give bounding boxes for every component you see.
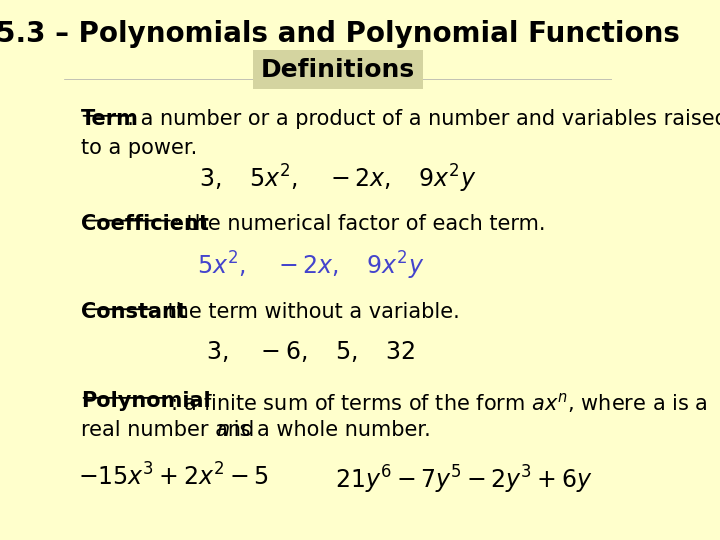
Text: Coefficient: Coefficient: [81, 214, 209, 234]
Text: Polynomial: Polynomial: [81, 391, 210, 411]
Text: : a number or a product of a number and variables raised: : a number or a product of a number and …: [127, 109, 720, 129]
Text: $3,\quad 5x^2,\quad -2x,\quad 9x^2y$: $3,\quad 5x^2,\quad -2x,\quad 9x^2y$: [199, 163, 477, 195]
Text: Term: Term: [81, 109, 139, 129]
Text: $n$: $n$: [216, 421, 230, 441]
Text: Definitions: Definitions: [261, 58, 415, 82]
Text: : the numerical factor of each term.: : the numerical factor of each term.: [173, 214, 545, 234]
Text: $3,\quad -6,\quad 5,\quad 32$: $3,\quad -6,\quad 5,\quad 32$: [206, 339, 415, 364]
Text: Constant: Constant: [81, 302, 186, 322]
Text: $5x^2,\quad -2x,\quad 9x^2y$: $5x^2,\quad -2x,\quad 9x^2y$: [197, 250, 424, 282]
Text: to a power.: to a power.: [81, 138, 197, 158]
Text: real number and: real number and: [81, 421, 261, 441]
Text: : a finite sum of terms of the form $ax^n$, where a is a: : a finite sum of terms of the form $ax^…: [170, 391, 708, 415]
Text: $21y^6-7y^5-2y^3+6y$: $21y^6-7y^5-2y^3+6y$: [335, 463, 593, 496]
Text: is a whole number.: is a whole number.: [227, 421, 431, 441]
Text: $-15x^3+2x^2-5$: $-15x^3+2x^2-5$: [78, 463, 269, 491]
Text: : the term without a variable.: : the term without a variable.: [153, 302, 459, 322]
Text: 5.3 – Polynomials and Polynomial Functions: 5.3 – Polynomials and Polynomial Functio…: [0, 20, 680, 48]
